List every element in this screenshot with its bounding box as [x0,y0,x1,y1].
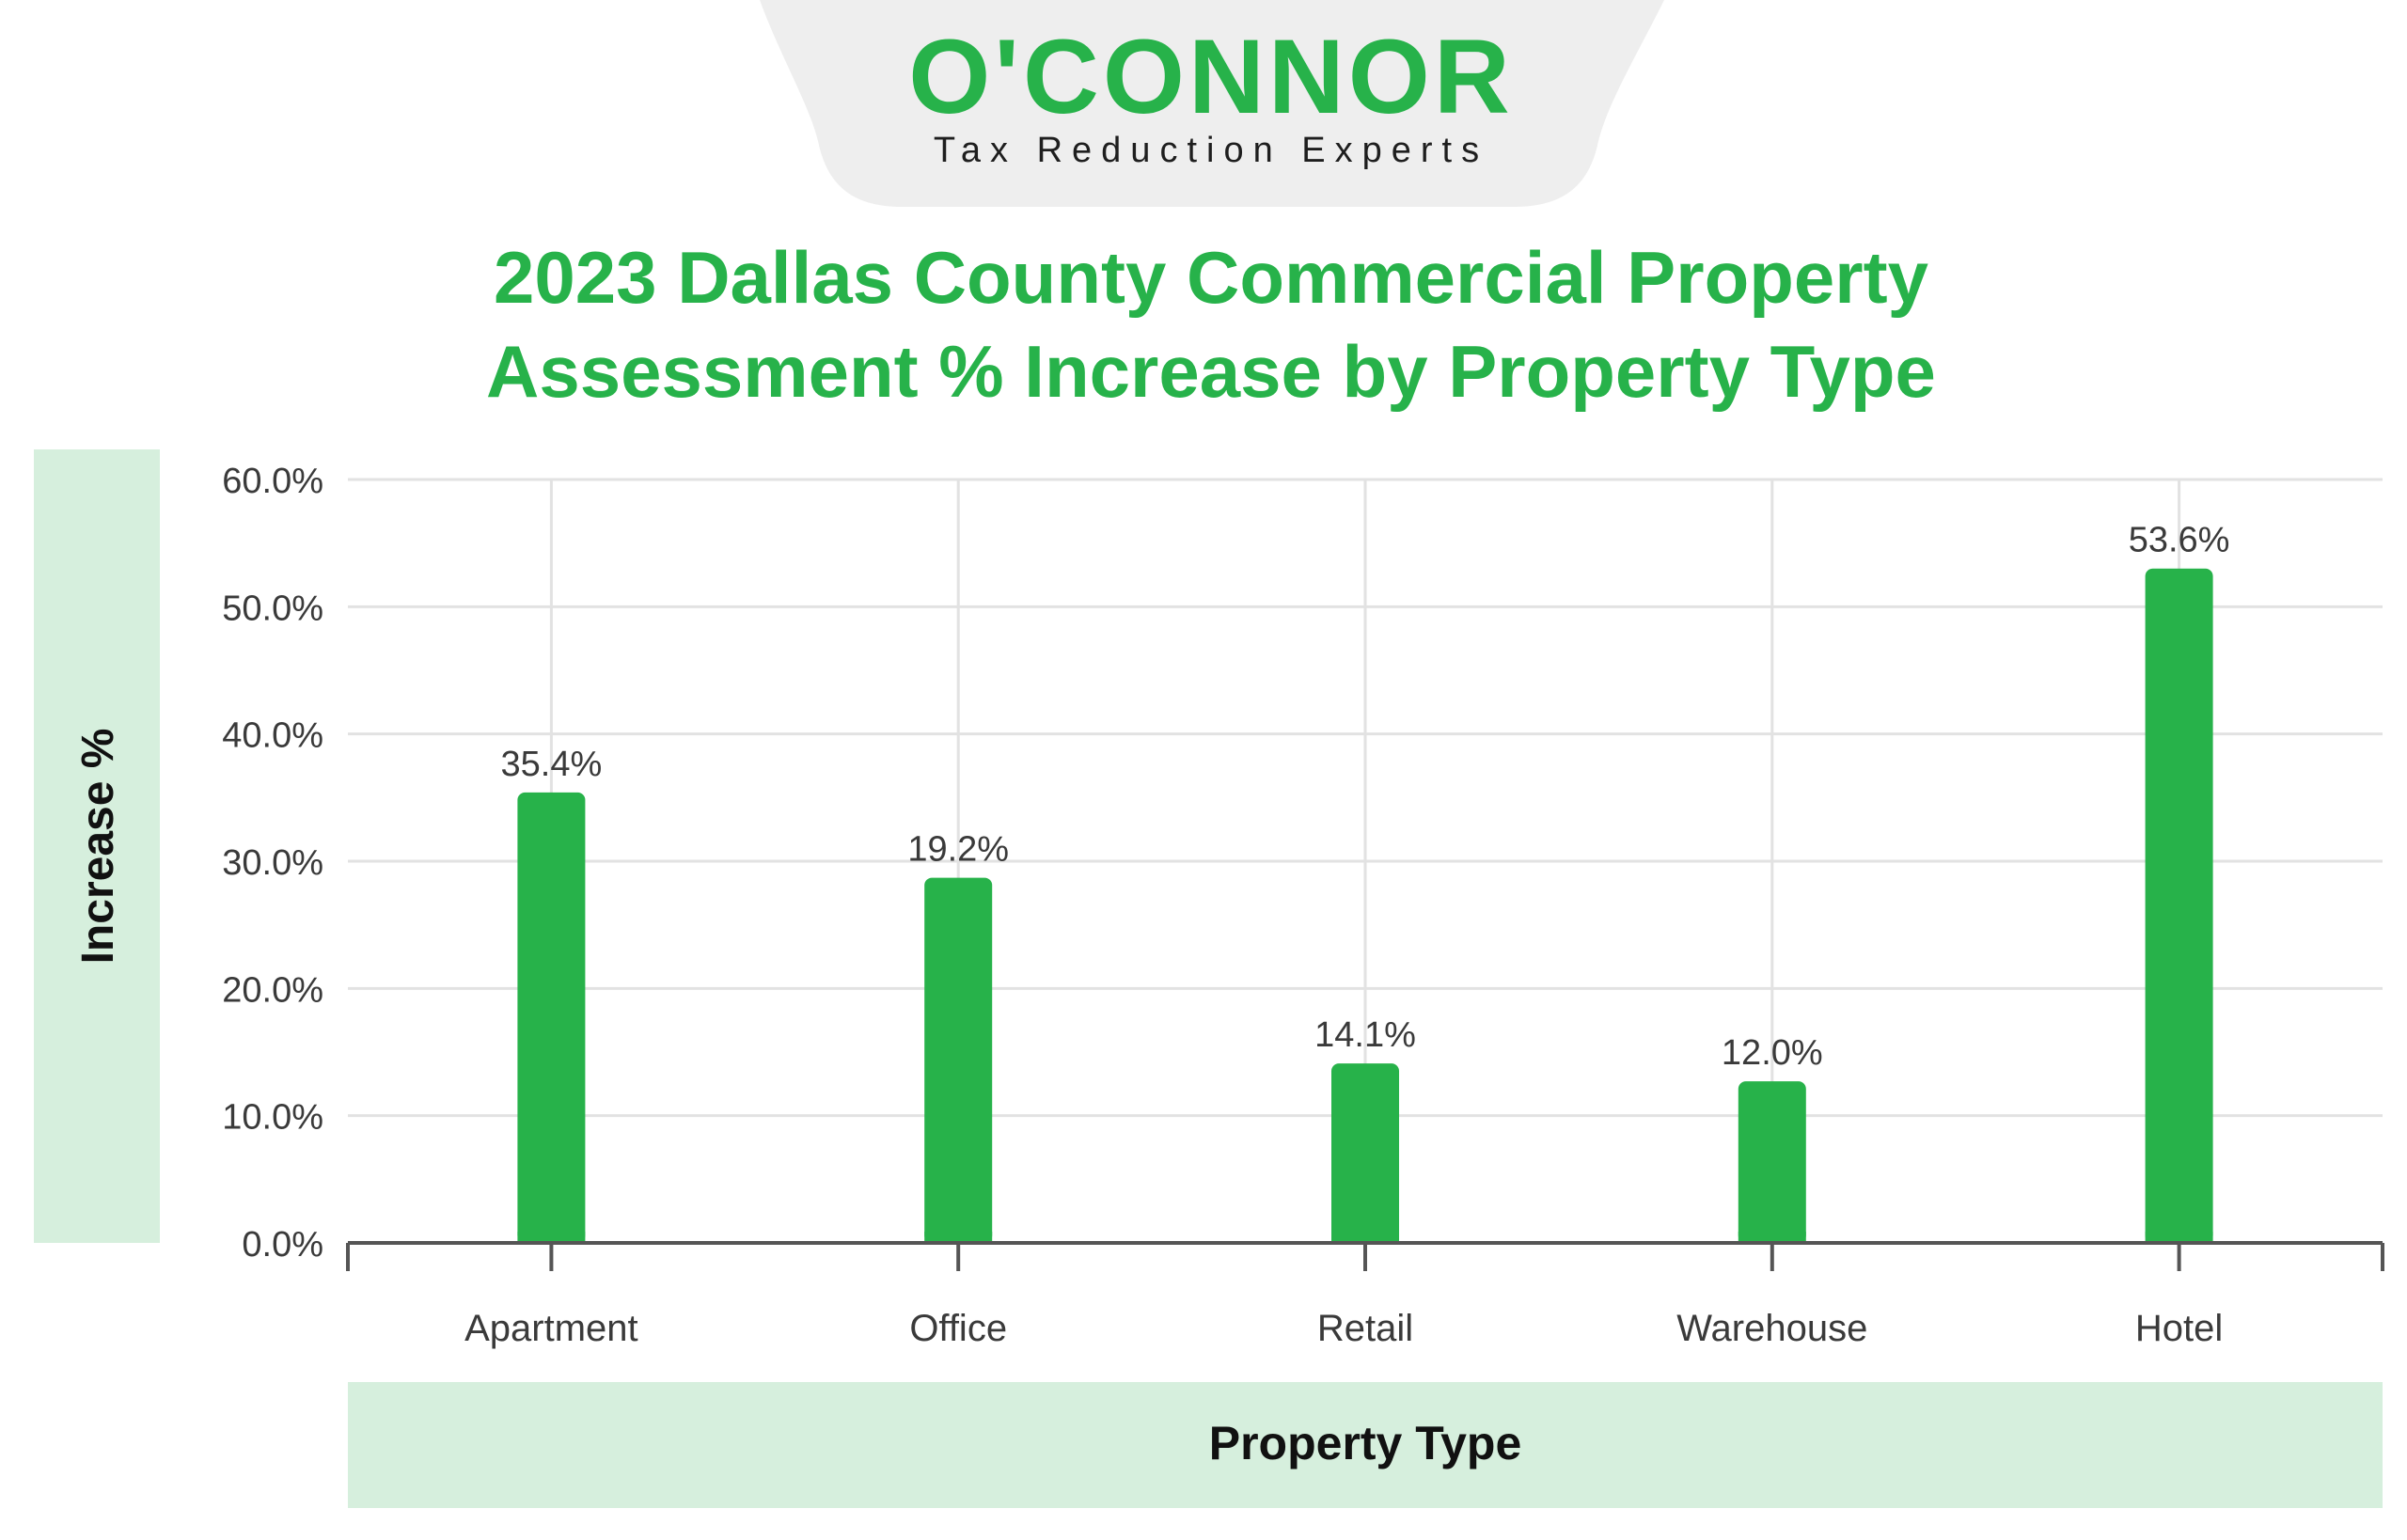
x-tick-label: Apartment [464,1308,638,1349]
brand-logo: O'CONNOR [908,18,1514,135]
bar-base [924,1232,993,1243]
x-tick-label: Office [909,1308,1007,1349]
data-label: 19.2% [907,830,1009,870]
bar-hotel [2145,568,2213,1243]
brand-header-background [760,0,1664,207]
x-tick-label: Hotel [2135,1308,2223,1349]
data-label: 12.0% [1722,1033,1823,1073]
bar-office [924,877,993,1243]
y-axis-ticks: 0.0% 10.0% 20.0% 30.0% 40.0% 50.0% 60.0% [222,462,323,1265]
x-axis [346,1241,2384,1271]
x-axis-label-panel [348,1382,2383,1508]
y-axis-label-panel [34,449,160,1243]
bars [517,568,2213,1243]
data-label: 14.1% [1314,1015,1416,1055]
data-label: 35.4% [501,745,603,784]
x-axis-label: Property Type [1209,1417,1522,1469]
x-tick-label: Retail [1317,1308,1413,1349]
y-tick-label: 20.0% [222,970,323,1010]
chart-title-line-2: Assessment % Increase by Property Type [486,330,1936,413]
bar-apartment [517,792,586,1243]
brand-tagline: Tax Reduction Experts [934,131,1488,170]
y-tick-label: 60.0% [222,462,323,501]
y-axis-label: Increase % [73,729,123,965]
data-label: 53.6% [2129,521,2230,560]
bar-retail [1331,1063,1399,1243]
brand-header: O'CONNOR Tax Reduction Experts [760,0,1664,207]
bar-base [1331,1232,1399,1243]
y-tick-label: 10.0% [222,1098,323,1138]
data-labels: 35.4% 19.2% 14.1% 12.0% 53.6% [501,521,2230,1073]
y-tick-label: 50.0% [222,589,323,628]
bar-base [2145,1232,2213,1243]
x-axis-ticks: Apartment Office Retail Warehouse Hotel [464,1308,2223,1349]
chart-title-line-1: 2023 Dallas County Commercial Property [494,236,1928,319]
y-tick-label: 40.0% [222,716,323,756]
y-tick-label: 0.0% [242,1225,323,1265]
y-tick-label: 30.0% [222,843,323,883]
x-tick-label: Warehouse [1676,1308,1867,1349]
bar-warehouse [1738,1081,1806,1243]
bar-base [1738,1232,1806,1243]
bar-base [517,1232,586,1243]
